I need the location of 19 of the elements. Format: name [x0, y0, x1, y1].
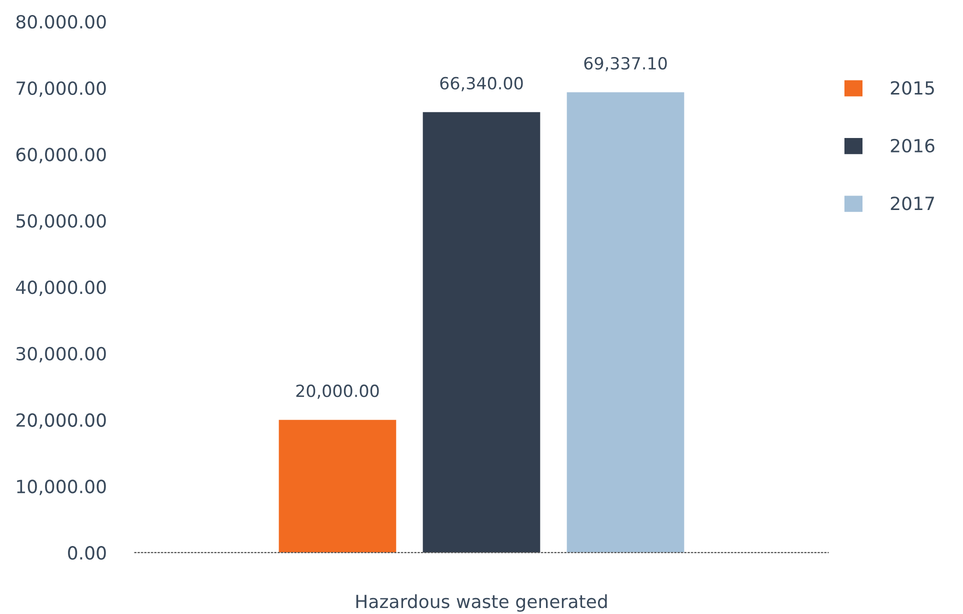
y-tick-label: 30,000.00	[16, 346, 106, 362]
y-tick-label: 60,000.00	[16, 148, 106, 164]
y-tick-label: 20,000.00	[16, 413, 106, 429]
y-tick-label: 40,000.00	[16, 280, 106, 296]
data-label: 66,340.00	[440, 76, 523, 92]
bar	[278, 420, 396, 553]
data-label: 69,337.10	[584, 57, 667, 72]
legend-label: 2015	[890, 81, 934, 95]
x-tick-label: Hazardous waste generated	[356, 594, 607, 612]
data-label: 20,000.00	[296, 384, 379, 399]
y-tick-label: 50,000.00	[16, 214, 106, 230]
bar	[422, 112, 540, 553]
bar	[566, 92, 684, 553]
y-tick-label: 0.00	[68, 546, 106, 560]
legend-label: 2016	[890, 138, 934, 152]
y-tick-label: 70,000.00	[16, 81, 106, 97]
y-tick-label: 10,000.00	[17, 480, 106, 496]
legend-label: 2017	[890, 196, 934, 210]
y-tick-label: 80.000.00	[16, 14, 106, 29]
